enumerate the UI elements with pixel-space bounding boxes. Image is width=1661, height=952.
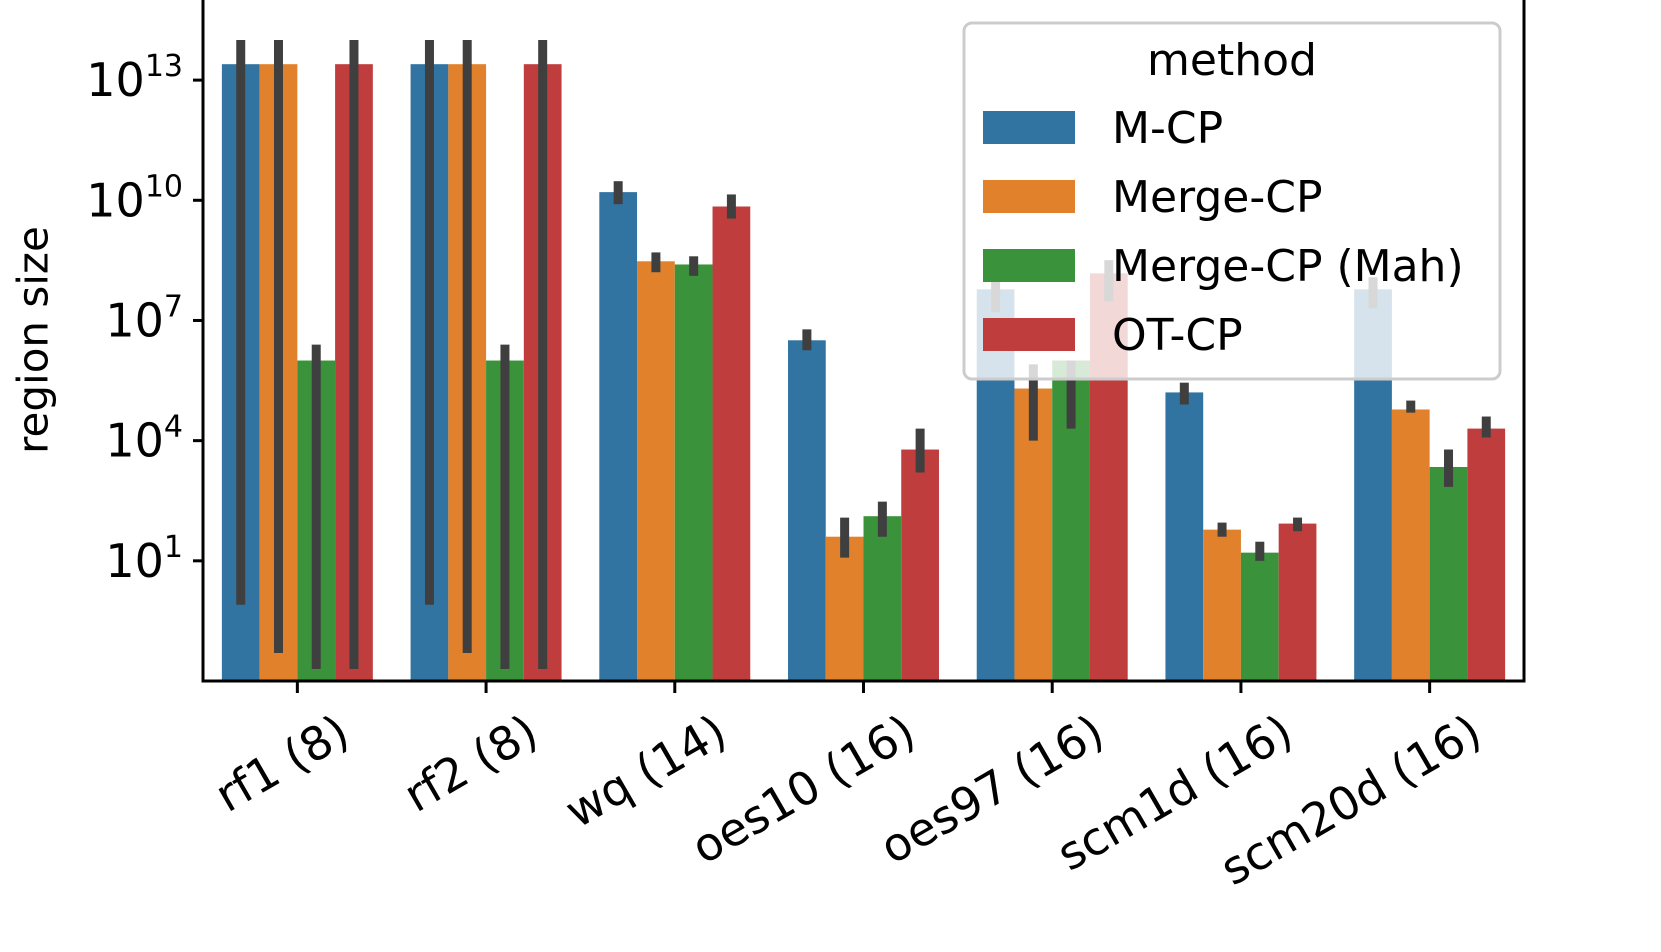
legend-box bbox=[962, 21, 1502, 381]
x-axis: rf1 (8) rf2 (8) wq (14)oes10 (16)oes97 (16… bbox=[206, 681, 1490, 896]
x-tick-label-0: rf1 (8) bbox=[206, 704, 358, 823]
legend-label-1: Merge-CP bbox=[1112, 172, 1322, 223]
legend-swatch-3 bbox=[983, 318, 1075, 351]
y-tick-label-3: 1010 bbox=[86, 169, 183, 227]
bar-merge-cp-5 bbox=[1203, 529, 1241, 681]
y-tick-label-0: 101 bbox=[105, 530, 183, 588]
legend-swatch-2 bbox=[983, 249, 1075, 282]
y-tick-label-1: 104 bbox=[105, 410, 183, 468]
bar-ot-cp-3 bbox=[901, 449, 939, 681]
bar-ot-cp-5 bbox=[1278, 523, 1317, 681]
bar-merge-cp-mah--5 bbox=[1240, 552, 1279, 681]
y-tick-label-4: 1013 bbox=[86, 49, 183, 107]
x-tick-label-1: rf2 (8) bbox=[395, 704, 547, 823]
y-axis: 101 104 107 1010 1013 bbox=[86, 49, 203, 588]
legend-label-0: M-CP bbox=[1112, 103, 1223, 154]
bar-merge-cp-mah--2 bbox=[674, 264, 713, 681]
legend: method M-CP Merge-CP Merge-CP (Mah) OT-CP bbox=[962, 21, 1502, 381]
bar-ot-cp-6 bbox=[1467, 428, 1506, 681]
bar-merge-cp-mah--3 bbox=[863, 516, 902, 681]
bar-m-cp-3 bbox=[788, 340, 826, 681]
legend-label-3: OT-CP bbox=[1112, 310, 1243, 361]
bar-merge-cp-3 bbox=[825, 536, 864, 681]
bar-ot-cp-2 bbox=[712, 206, 751, 681]
legend-swatch-0 bbox=[983, 111, 1075, 144]
y-tick-label-2: 107 bbox=[105, 289, 183, 347]
bar-merge-cp-2 bbox=[637, 261, 675, 681]
legend-label-2: Merge-CP (Mah) bbox=[1112, 241, 1464, 292]
error-bars-layer bbox=[236, 40, 1491, 669]
bar-m-cp-5 bbox=[1165, 392, 1204, 681]
y-axis-label: region size bbox=[9, 226, 58, 454]
legend-swatch-1 bbox=[983, 180, 1075, 213]
legend-title: method bbox=[1147, 35, 1317, 86]
bar-merge-cp-mah--6 bbox=[1429, 466, 1468, 681]
bar-merge-cp-6 bbox=[1391, 409, 1430, 681]
bar-m-cp-2 bbox=[599, 192, 638, 681]
